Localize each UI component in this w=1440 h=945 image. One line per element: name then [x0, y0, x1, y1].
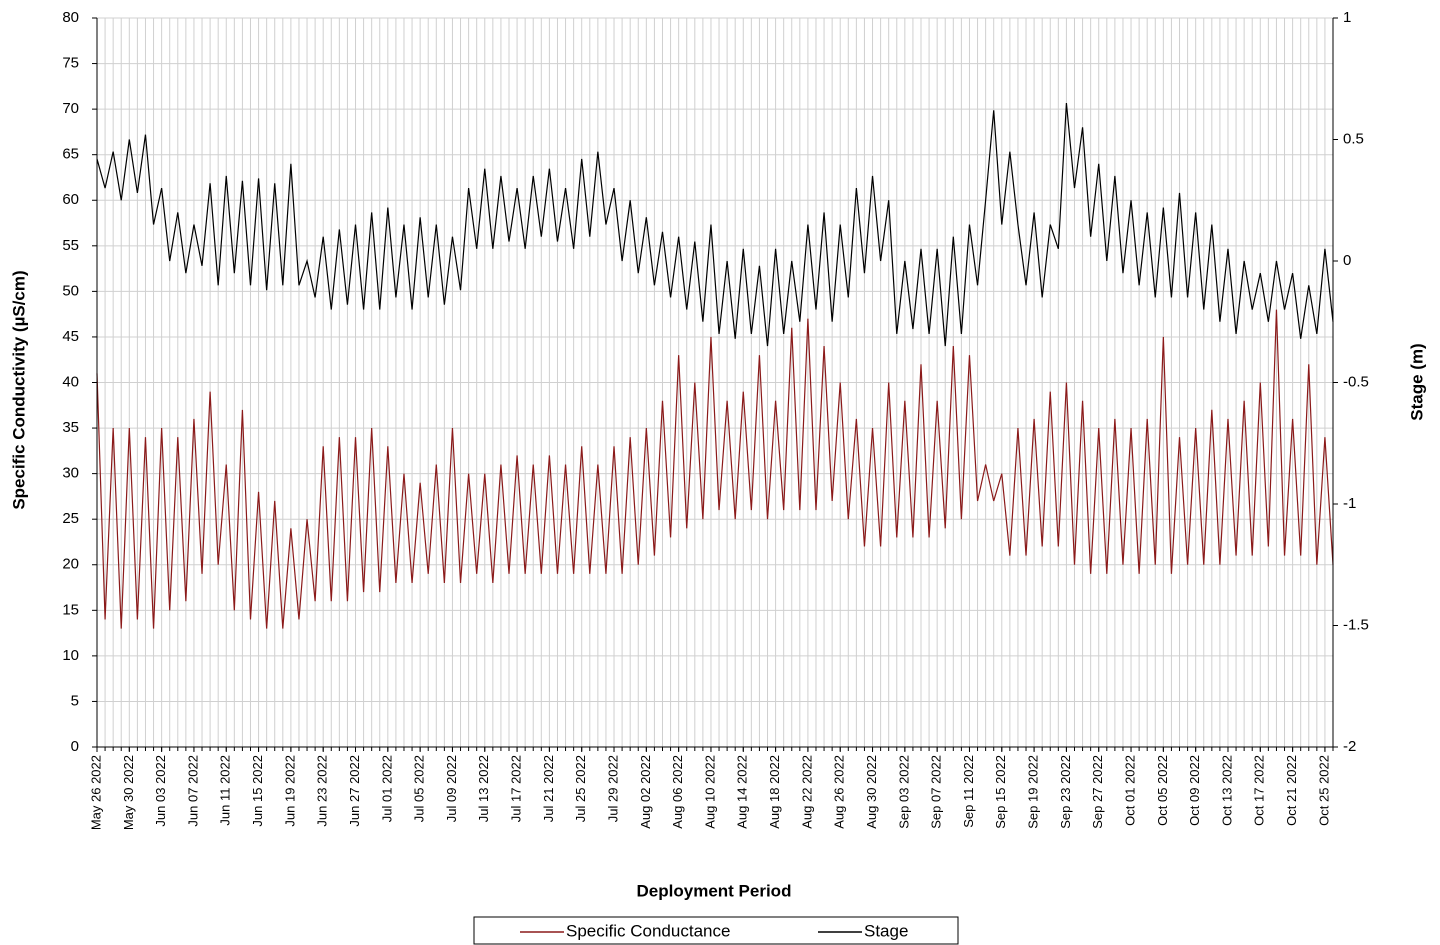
x-tick-label: Jun 23 2022: [315, 755, 330, 827]
x-tick-label: Aug 06 2022: [670, 755, 685, 829]
y-tick-label: 80: [62, 9, 79, 26]
y-tick-label: 55: [62, 237, 79, 254]
y-tick-label: 25: [62, 510, 79, 527]
y-tick-label: 10: [62, 647, 79, 664]
x-tick-label: Oct 05 2022: [1155, 755, 1170, 826]
x-axis-title: Deployment Period: [637, 881, 792, 900]
x-tick-label: Jun 03 2022: [153, 755, 168, 827]
y-tick-label: 75: [62, 55, 79, 72]
y-tick-label: 0: [71, 738, 79, 755]
y-tick-label: 65: [62, 146, 79, 163]
y-tick-label: 40: [62, 373, 79, 390]
series-line: [96, 102, 1334, 347]
y-axis-title: Specific Conductivity (µS/cm): [9, 270, 28, 509]
legend-label: Specific Conductance: [566, 921, 730, 940]
lines: [96, 102, 1334, 629]
series-line: [96, 309, 1334, 629]
x-tick-label: Sep 19 2022: [1026, 755, 1041, 829]
x-tick-label: Oct 17 2022: [1252, 755, 1267, 826]
x-tick-label: Jul 29 2022: [605, 755, 620, 822]
y2-tick-label: -2: [1343, 738, 1356, 755]
x-tick-label: Oct 01 2022: [1122, 755, 1137, 826]
y-tick-label: 5: [71, 692, 79, 709]
y-tick-label: 20: [62, 556, 79, 573]
y-tick-label: 50: [62, 282, 79, 299]
y2-tick-label: -1.5: [1343, 616, 1369, 633]
x-tick-label: Oct 21 2022: [1284, 755, 1299, 826]
y-tick-label: 30: [62, 465, 79, 482]
x-tick-label: Jun 27 2022: [347, 755, 362, 827]
y2-axis-title: Stage (m): [1407, 343, 1426, 420]
x-tick-label: Aug 18 2022: [767, 755, 782, 829]
x-tick-label: Jun 15 2022: [250, 755, 265, 827]
x-tick-label: Jun 19 2022: [282, 755, 297, 827]
x-tick-label: May 30 2022: [121, 755, 136, 830]
x-tick-label: Aug 14 2022: [735, 755, 750, 829]
x-tick-label: Jul 09 2022: [444, 755, 459, 822]
x-tick-label: Jul 25 2022: [573, 755, 588, 822]
x-tick-label: Jul 13 2022: [476, 755, 491, 822]
y2-tick-label: 0.5: [1343, 130, 1364, 147]
y-tick-label: 35: [62, 419, 79, 436]
y2-tick-label: 1: [1343, 9, 1351, 26]
y-tick-label: 15: [62, 601, 79, 618]
y2-tick-label: -0.5: [1343, 373, 1369, 390]
x-tick-label: Oct 13 2022: [1219, 755, 1234, 826]
x-tick-label: Aug 22 2022: [799, 755, 814, 829]
x-tick-label: Sep 27 2022: [1090, 755, 1105, 829]
x-tick-label: Aug 02 2022: [638, 755, 653, 829]
y-tick-label: 45: [62, 328, 79, 345]
x-tick-label: May 26 2022: [88, 755, 103, 830]
x-tick-label: Oct 09 2022: [1187, 755, 1202, 826]
x-tick-label: Jul 17 2022: [509, 755, 524, 822]
axes: 05101520253035404550556065707580-2-1.5-1…: [62, 9, 1369, 830]
grid: [96, 17, 1334, 748]
x-tick-label: Jul 05 2022: [412, 755, 427, 822]
x-tick-label: Jun 07 2022: [185, 755, 200, 827]
x-tick-label: Jun 11 2022: [218, 755, 233, 826]
x-tick-label: Jul 01 2022: [379, 755, 394, 822]
x-tick-label: Sep 07 2022: [929, 755, 944, 829]
x-tick-label: Sep 15 2022: [993, 755, 1008, 829]
x-tick-label: Aug 10 2022: [702, 755, 717, 829]
y2-tick-label: -1: [1343, 495, 1356, 512]
x-tick-label: Oct 25 2022: [1316, 755, 1331, 826]
x-tick-label: Aug 30 2022: [864, 755, 879, 829]
x-tick-label: Aug 26 2022: [832, 755, 847, 829]
y-tick-label: 60: [62, 191, 79, 208]
legend-label: Stage: [864, 921, 908, 940]
legend: Specific Conductance Stage: [520, 921, 908, 940]
x-tick-label: Sep 11 2022: [961, 755, 976, 828]
x-tick-label: Jul 21 2022: [541, 755, 556, 822]
x-tick-label: Sep 03 2022: [896, 755, 911, 829]
y2-tick-label: 0: [1343, 252, 1351, 269]
y-tick-label: 70: [62, 100, 79, 117]
legend-box: [473, 916, 959, 945]
x-tick-label: Sep 23 2022: [1058, 755, 1073, 829]
